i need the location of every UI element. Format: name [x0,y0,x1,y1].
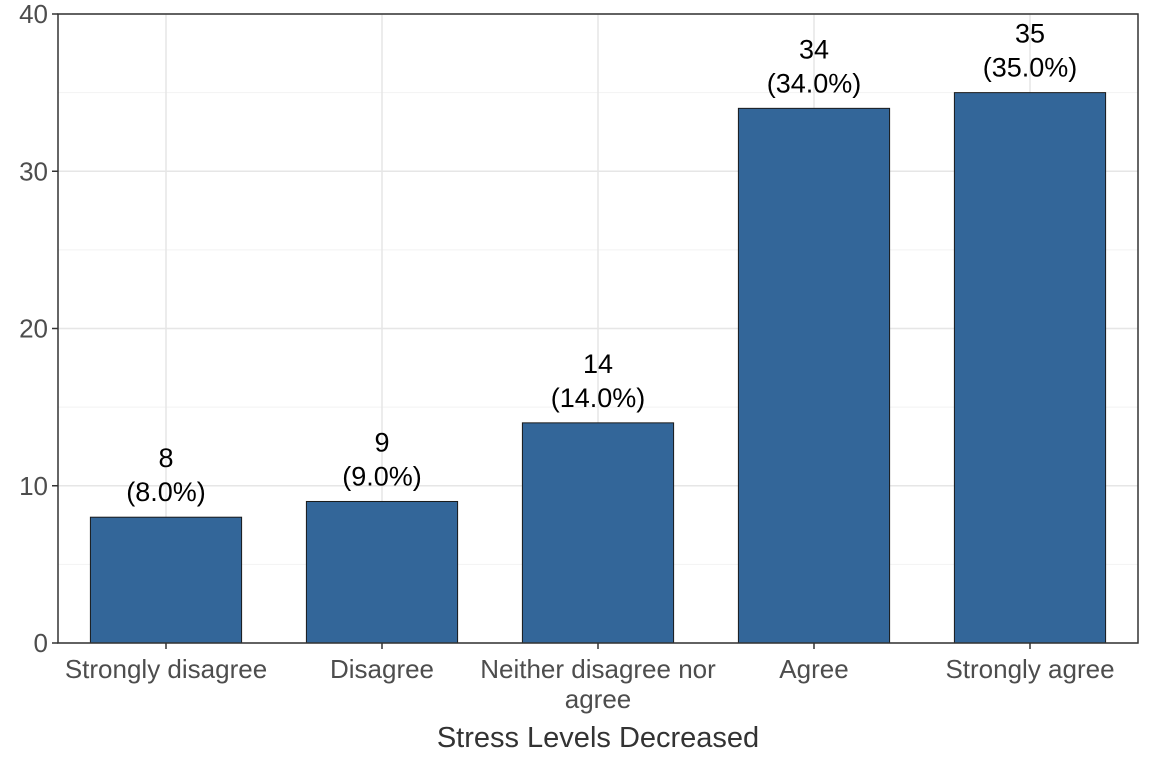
y-tick-label: 30 [19,156,48,186]
bar [305,500,459,644]
y-axis: 0 10 20 30 40 [19,0,58,658]
data-label-count: 9 [374,427,389,457]
data-label-percent: (34.0%) [767,68,862,98]
data-label-percent: (9.0%) [342,461,422,491]
x-axis: Strongly disagree Disagree Neither disagre… [65,643,1115,714]
x-tick-label: Disagree [330,654,434,684]
data-label-percent: (8.0%) [126,477,206,507]
x-tick-label: Strongly agree [945,654,1114,684]
x-tick-label: Strongly disagree [65,654,267,684]
bar [737,107,891,644]
bar [521,422,675,644]
data-label-percent: (35.0%) [983,53,1078,83]
x-axis-title: Stress Levels Decreased [437,722,759,754]
y-tick-label: 20 [19,314,48,344]
x-tick-label: Agree [779,654,848,684]
data-label-count: 34 [799,34,829,64]
data-label-count: 8 [158,443,173,473]
data-label-count: 35 [1015,19,1045,49]
x-tick-label: Neither disagree nor agree [480,654,716,714]
data-label-percent: (14.0%) [551,383,646,413]
bars [89,92,1107,644]
y-tick-label: 40 [19,0,48,29]
data-label-count: 14 [583,349,613,379]
y-tick-label: 10 [19,471,48,501]
y-tick-label: 0 [34,628,48,658]
data-labels: 8 (8.0%) 9 (9.0%) 14 (14.0%) 34 (34.0%) 35 (35.0%… [126,19,1077,508]
bar [953,92,1107,644]
bar [89,516,243,644]
